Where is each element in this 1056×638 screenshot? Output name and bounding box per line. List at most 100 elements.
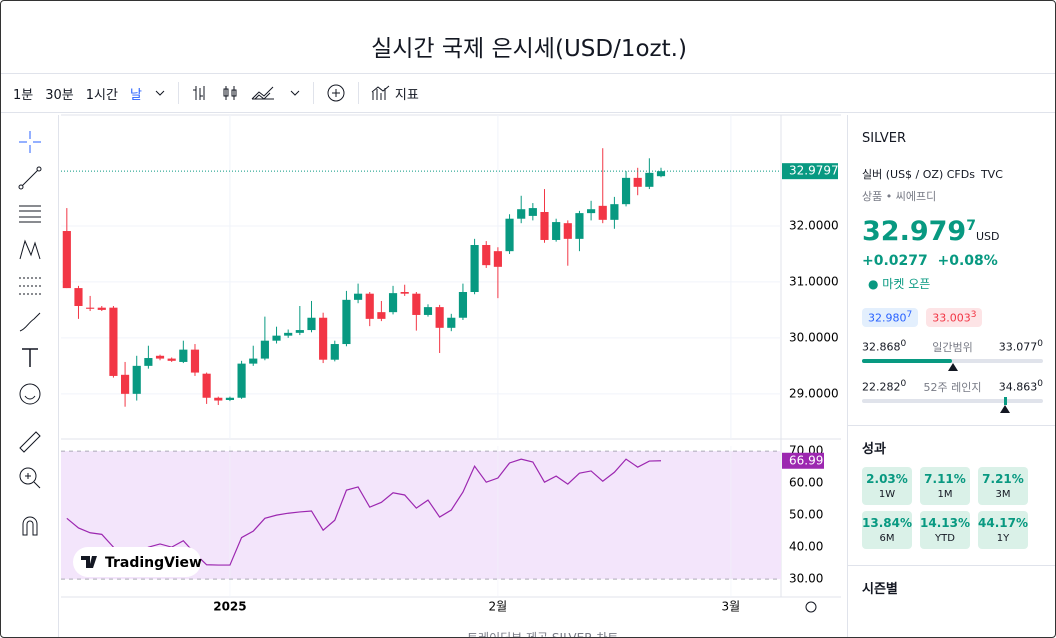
performance-value: 2.03% <box>866 471 908 486</box>
candle-body <box>435 307 444 328</box>
performance-value: 13.84% <box>862 515 912 530</box>
performance-period: 1M <box>937 488 953 500</box>
watermark-logo <box>81 556 97 568</box>
dropdown-icon[interactable] <box>289 87 301 99</box>
value: 32.868 <box>862 340 901 354</box>
year-low: 22.2820 <box>862 379 906 394</box>
candle-body <box>307 317 316 331</box>
candle-body <box>458 292 468 318</box>
candle-body <box>62 231 71 289</box>
candle-body <box>423 307 433 315</box>
separator <box>312 82 314 104</box>
candle-body <box>377 312 386 319</box>
performance-period: 3M <box>995 488 1011 500</box>
performance-item[interactable]: 7.21% 3M <box>978 466 1028 505</box>
settings-icon <box>805 601 817 613</box>
performance-grid: 2.03% 1W 7.11% 1M 7.21% 3M 13.84% 6M 14.13% YTD 44… <box>862 466 1043 549</box>
ruler-tool[interactable] <box>17 429 43 455</box>
separator <box>177 82 179 104</box>
performance-item[interactable]: 14.13% YTD <box>920 510 970 549</box>
day-high: 33.0770 <box>999 339 1043 354</box>
emoji-tool[interactable] <box>17 381 43 407</box>
candle-body <box>493 251 502 267</box>
zoom-tool[interactable] <box>17 465 43 491</box>
candle-body <box>400 292 409 294</box>
value: 33.077 <box>998 340 1038 354</box>
value: 0 <box>1037 339 1043 350</box>
candle-body <box>633 177 642 187</box>
symbol-panel: SILVER 실버 (US$ / OZ) CFDs TVC 상품 • 씨에프디 3… <box>847 115 1055 637</box>
candle-body <box>621 177 631 205</box>
chart: 2025 2월 3월 29.0000 30.0000 31.0000 32.0000 30.0… <box>61 114 841 637</box>
range-label: 52주 레인지 <box>923 380 982 394</box>
candle-icon[interactable] <box>221 84 239 102</box>
candle-body <box>342 299 351 345</box>
fib-tool[interactable] <box>17 201 43 227</box>
candle-body <box>482 245 491 266</box>
watermark-bg <box>73 547 201 577</box>
candle-body <box>97 307 106 310</box>
candle-body <box>284 332 293 336</box>
add-icon[interactable] <box>326 83 346 103</box>
performance-title: 성과 <box>848 424 1055 457</box>
interval[interactable]: 1분 <box>13 87 34 103</box>
rsi-tick-label: 50.00 <box>789 508 823 522</box>
value: 0 <box>1037 379 1043 390</box>
performance-item[interactable]: 7.11% 1M <box>920 466 970 505</box>
candle-body <box>598 205 607 220</box>
candle-body <box>540 211 549 240</box>
interval[interactable]: 날 <box>129 87 142 103</box>
bars-icon[interactable] <box>191 84 209 102</box>
range-label: 일간범위 <box>932 340 973 354</box>
candle-body <box>447 317 456 328</box>
candle-body <box>656 171 666 177</box>
ask-fraction: 3 <box>970 310 977 320</box>
candle-body <box>249 358 258 364</box>
performance-item[interactable]: 44.17% 1Y <box>978 510 1028 549</box>
crosshair-tool[interactable] <box>17 129 43 155</box>
watermark: TradingView <box>105 555 202 571</box>
performance-value: 7.21% <box>982 471 1024 486</box>
ask-main: 33.003 <box>932 311 971 325</box>
rsi-last-label: 66.99 <box>789 453 823 467</box>
ask: 33.0033 <box>926 308 983 327</box>
candle-body <box>517 209 526 219</box>
value: 0 <box>900 379 907 390</box>
dropdown-icon[interactable] <box>154 87 166 99</box>
text-tool[interactable] <box>17 345 43 371</box>
candle-body <box>330 344 339 360</box>
interval[interactable]: 30분 <box>45 87 74 103</box>
rsi-tick-label: 40.00 <box>789 540 823 554</box>
line-tool[interactable] <box>17 165 43 191</box>
interval[interactable]: 1시간 <box>85 87 118 103</box>
indicator-icon[interactable] <box>371 84 391 102</box>
candle-body <box>354 293 363 300</box>
candle-body <box>610 204 619 220</box>
performance-item[interactable]: 13.84% 6M <box>862 510 912 549</box>
day-low: 32.8680 <box>862 339 906 354</box>
performance-item[interactable]: 2.03% 1W <box>862 466 912 505</box>
area-icon[interactable] <box>251 84 277 102</box>
candle-body <box>86 307 95 309</box>
x-tick-label: 2월 <box>489 600 508 614</box>
drawing-tools <box>1 115 59 637</box>
page-title: 실시간 국제 은시세(USD/1ozt.) <box>371 36 687 62</box>
year-range-bar <box>862 396 1043 413</box>
day-range-bar <box>862 358 1043 371</box>
candle-body <box>74 288 83 306</box>
value: 0 <box>900 339 907 350</box>
performance-value: 44.17% <box>978 515 1028 530</box>
brush-tool[interactable] <box>17 309 43 335</box>
symbol: SILVER <box>862 131 907 146</box>
x-tick-label: 2025 <box>213 600 246 614</box>
candle-body <box>365 293 374 319</box>
magnet-tool[interactable] <box>17 513 43 539</box>
candle-body <box>295 330 304 333</box>
indicators-button[interactable]: 지표 <box>394 87 419 103</box>
bid: 32.9807 <box>862 308 919 327</box>
last-price-box <box>782 163 838 180</box>
candle-body <box>214 397 223 401</box>
exchange[interactable]: TVC <box>980 167 1003 181</box>
candle-body <box>552 222 561 240</box>
pattern-tool[interactable] <box>17 237 43 263</box>
